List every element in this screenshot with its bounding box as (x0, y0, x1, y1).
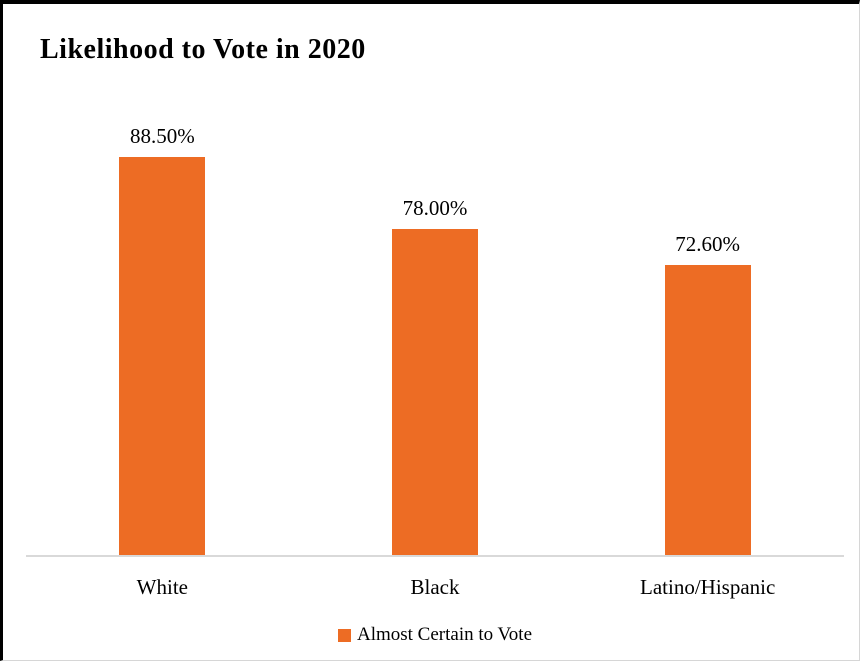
category-label-latino-hispanic: Latino/Hispanic (640, 575, 776, 599)
bar-group-latino-hispanic: 72.60% (571, 79, 844, 555)
bar-group-white: 88.50% (26, 79, 299, 555)
data-label-latino-hispanic: 72.60% (675, 232, 741, 257)
chart-legend: Almost Certain to Vote (26, 623, 844, 647)
chart-title: Likelihood to Vote in 2020 (40, 34, 366, 65)
bar-white (119, 157, 206, 555)
data-label-white: 88.50% (129, 124, 195, 149)
category-axis: White Black Latino/Hispanic (26, 574, 844, 600)
bar-black (392, 228, 478, 555)
bar-latino-hispanic (664, 265, 751, 555)
data-label-black: 78.00% (402, 195, 468, 220)
plot-area: 88.50% 78.00% 72.60% (26, 79, 844, 557)
category-label-black: Black (410, 575, 460, 599)
legend-label: Almost Certain to Vote (356, 624, 533, 645)
bar-group-black: 78.00% (299, 79, 572, 555)
legend-swatch-icon (337, 628, 351, 642)
category-label-white: White (136, 575, 188, 599)
